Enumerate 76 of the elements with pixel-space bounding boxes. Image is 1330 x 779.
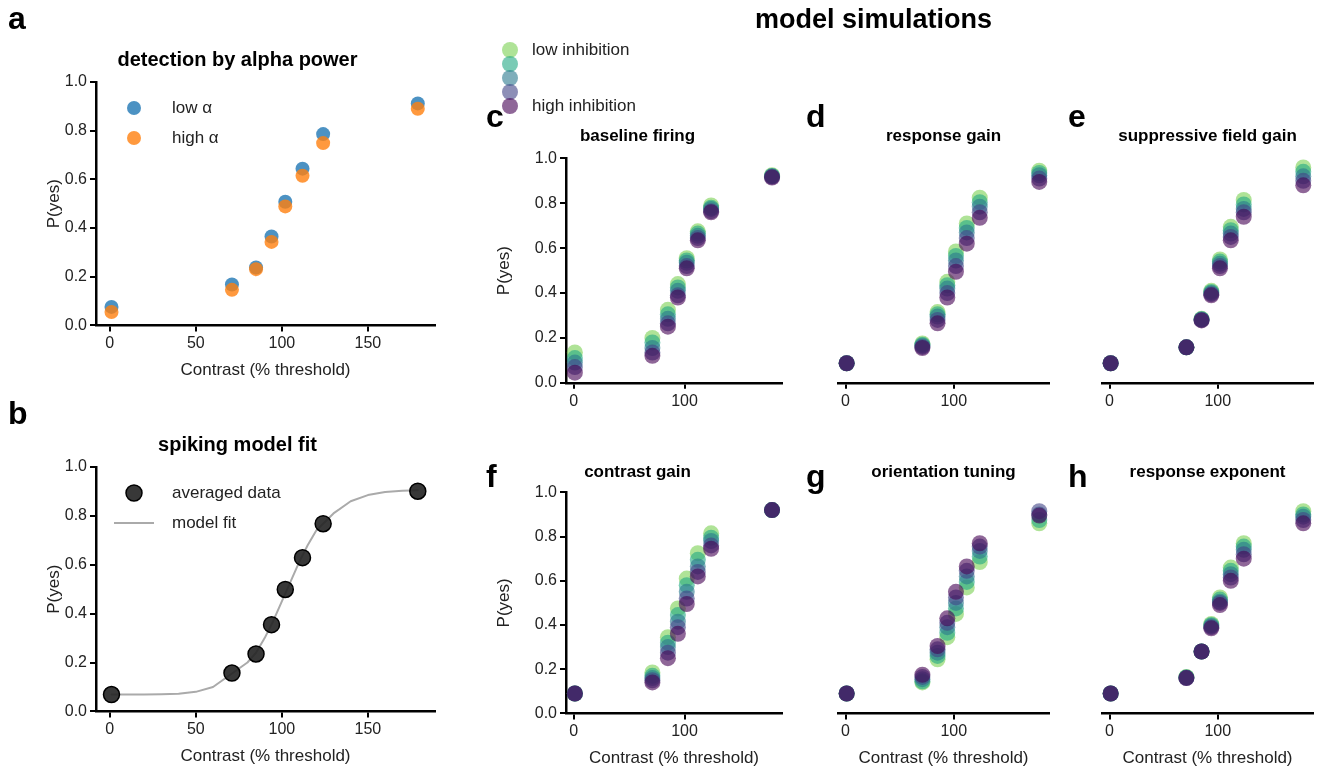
y-tick-label: 1.0	[534, 148, 558, 166]
text: a	[8, 0, 26, 36]
y-tick-label: 0.2	[64, 267, 88, 285]
x-tick-label: 0	[1105, 391, 1115, 409]
y-tick-label: 0.4	[534, 283, 558, 301]
text: f	[486, 458, 497, 494]
x-tick-label: 150	[354, 334, 382, 352]
text: d	[806, 98, 826, 134]
x-tick-label: 100	[940, 722, 968, 740]
x-tick-label: 100	[671, 722, 698, 740]
y-tick-label: 1.0	[64, 457, 88, 475]
chart-title: baseline firing	[579, 125, 696, 145]
x-tick-label: 0	[105, 720, 115, 738]
text: b	[8, 395, 28, 431]
y-tick-label: 1.0	[534, 482, 558, 500]
y-axis-title: P(yes)	[43, 564, 63, 614]
text: c	[486, 98, 504, 134]
legend-label: model fit	[172, 512, 237, 532]
y-tick-label: 0.6	[534, 238, 558, 256]
x-tick-label: 0	[1105, 722, 1115, 740]
y-tick-label: 0.8	[534, 527, 558, 545]
chart-title: response gain	[885, 125, 1002, 145]
chart-title: orientation tuning	[871, 461, 1016, 481]
x-axis-title: Contrast (% threshold)	[858, 748, 1029, 768]
text: h	[1068, 458, 1088, 494]
x-axis-title: Contrast (% threshold)	[180, 360, 351, 380]
y-tick-label: 0.4	[64, 218, 88, 236]
x-tick-label: 150	[354, 720, 382, 738]
y-tick-label: 0.2	[534, 328, 558, 346]
legend-label: low inhibition	[532, 39, 630, 59]
x-tick-label: 0	[105, 334, 115, 352]
x-tick-label: 100	[1204, 722, 1232, 740]
chart-title: response exponent	[1129, 461, 1286, 481]
chart-title: spiking model fit	[158, 432, 318, 455]
text: e	[1068, 98, 1086, 134]
x-axis-title: Contrast (% threshold)	[180, 746, 351, 766]
text: g	[806, 458, 826, 494]
x-tick-label: 0	[569, 391, 579, 409]
x-tick-label: 50	[186, 720, 205, 738]
y-tick-label: 0.0	[64, 315, 88, 333]
y-tick-label: 0.6	[64, 169, 88, 187]
y-tick-label: 0.4	[534, 615, 558, 633]
y-axis-title: P(yes)	[493, 246, 513, 296]
y-tick-label: 0.6	[534, 571, 558, 589]
x-tick-label: 50	[186, 334, 205, 352]
legend-label: averaged data	[172, 482, 282, 502]
legend-label: high inhibition	[532, 95, 636, 115]
x-tick-label: 100	[268, 334, 296, 352]
y-tick-label: 0.8	[534, 193, 558, 211]
y-tick-label: 0.6	[64, 555, 88, 573]
x-tick-label: 100	[1204, 391, 1232, 409]
y-tick-label: 0.2	[534, 659, 558, 677]
legend-label: low α	[172, 97, 213, 117]
chart-title: detection by alpha power	[117, 47, 358, 70]
y-axis-title: P(yes)	[493, 578, 513, 628]
y-tick-label: 0.8	[64, 506, 88, 524]
x-tick-label: 0	[841, 391, 851, 409]
y-tick-label: 0.0	[534, 703, 558, 721]
x-tick-label: 0	[569, 722, 579, 740]
x-axis-title: Contrast (% threshold)	[1122, 748, 1293, 768]
y-tick-label: 0.2	[64, 652, 88, 670]
legend-label: high α	[172, 127, 219, 147]
x-tick-label: 100	[671, 391, 698, 409]
x-axis-title: Contrast (% threshold)	[588, 748, 760, 768]
y-tick-label: 0.8	[64, 121, 88, 139]
x-tick-label: 100	[268, 720, 296, 738]
y-tick-label: 1.0	[64, 72, 88, 90]
y-axis-title: P(yes)	[43, 179, 63, 229]
y-tick-label: 0.4	[64, 604, 88, 622]
x-tick-label: 100	[940, 391, 968, 409]
y-tick-label: 0.0	[64, 701, 88, 719]
chart-title: contrast gain	[584, 461, 691, 481]
chart-title: suppressive field gain	[1118, 125, 1297, 145]
text: model simulations	[755, 4, 993, 34]
x-tick-label: 0	[841, 722, 851, 740]
y-tick-label: 0.0	[534, 373, 558, 391]
